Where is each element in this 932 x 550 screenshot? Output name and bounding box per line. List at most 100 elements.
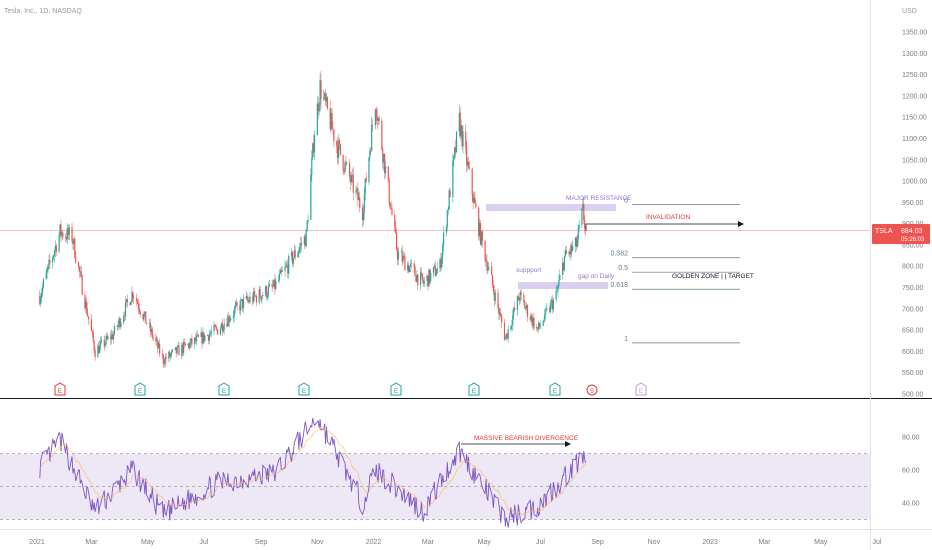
rsi-axis[interactable]: 80.00 60.00 40.00 xyxy=(902,435,920,508)
candle-body xyxy=(332,128,334,131)
earnings-marker[interactable] xyxy=(635,382,647,396)
candle-body xyxy=(159,343,161,354)
earnings-marker[interactable] xyxy=(298,382,310,396)
candle-body xyxy=(299,246,301,251)
candle-body xyxy=(183,341,185,354)
candle-body xyxy=(120,322,122,327)
time-axis[interactable]: 2021 Mar May Jul Sep Nov 2022 Mar May Jul Sep Nov 20… xyxy=(29,539,882,546)
fib-retracement[interactable]: 0 0.382 0.5 0.618 1 xyxy=(610,197,740,344)
golden-zone[interactable] xyxy=(518,282,608,289)
price-axis[interactable]: 1350.00 1300.00 1250.00 1200.00 1150.00 1100.… xyxy=(902,30,927,399)
earnings-marker[interactable] xyxy=(549,382,561,396)
candle-body xyxy=(417,274,419,286)
split-marker[interactable] xyxy=(586,384,598,396)
candle-body xyxy=(74,238,76,258)
candle-body xyxy=(123,315,126,317)
candle-body xyxy=(53,250,56,256)
time-tick-label: Sep xyxy=(591,539,604,546)
candle-body xyxy=(384,154,386,174)
earnings-marker[interactable] xyxy=(390,382,402,396)
candle-body xyxy=(556,290,558,292)
price-tick-label: 650.00 xyxy=(902,328,924,335)
candle-body xyxy=(317,103,319,112)
candle-body xyxy=(426,275,428,281)
candle-body xyxy=(313,135,316,153)
candle-body xyxy=(229,320,231,323)
candle-body xyxy=(370,150,372,152)
candle-body xyxy=(235,302,237,306)
candle-body xyxy=(125,299,128,302)
candle-body xyxy=(583,203,585,221)
candle-body xyxy=(475,203,477,208)
candle-body xyxy=(420,272,423,274)
candle-body xyxy=(110,336,112,340)
candle-body xyxy=(230,318,232,321)
candle-body xyxy=(343,170,345,172)
candle-body xyxy=(345,162,347,164)
candle-body xyxy=(68,227,70,235)
candle-body xyxy=(546,308,548,310)
time-tick-label: 2022 xyxy=(366,539,382,546)
candle-body xyxy=(422,280,424,284)
candle-body xyxy=(41,292,43,298)
candle-body xyxy=(45,272,47,280)
earnings-marker[interactable] xyxy=(468,382,480,396)
candle-body xyxy=(488,266,490,269)
time-tick-label: 2021 xyxy=(29,539,45,546)
candle-body xyxy=(143,314,145,320)
price-tick-label: 550.00 xyxy=(902,370,924,377)
candle-body xyxy=(242,298,245,309)
candles xyxy=(39,70,587,369)
candle-body xyxy=(188,343,190,348)
candle-body xyxy=(137,303,140,309)
candle-body xyxy=(47,264,49,270)
candle-body xyxy=(48,259,50,265)
fib-level-label: 0.382 xyxy=(610,251,628,258)
candle-body xyxy=(324,93,326,97)
candle-body xyxy=(497,292,499,308)
candle-body xyxy=(331,113,333,129)
candle-body xyxy=(362,212,365,221)
earnings-marker[interactable] xyxy=(218,382,230,396)
candle-body xyxy=(439,259,441,268)
candle-body xyxy=(538,322,541,327)
candle-body xyxy=(99,344,101,354)
candle-body xyxy=(484,240,486,261)
candle-body xyxy=(60,224,62,236)
candle-body xyxy=(514,307,516,311)
candle-body xyxy=(202,332,204,344)
candle-body xyxy=(357,188,359,201)
candle-body xyxy=(407,264,410,273)
candle-body xyxy=(523,294,525,303)
candle-body xyxy=(574,237,577,247)
candle-body xyxy=(569,251,571,255)
candle-body xyxy=(462,131,464,147)
candle-body xyxy=(550,300,553,303)
candle-body xyxy=(255,295,258,303)
event-marker-glyph: E xyxy=(639,388,644,395)
candle-body xyxy=(432,267,435,273)
candle-body xyxy=(423,280,425,284)
candle-body xyxy=(112,334,115,340)
earnings-marker[interactable] xyxy=(54,382,66,396)
candle-body xyxy=(532,317,534,326)
candle-body xyxy=(113,326,116,335)
candle-body xyxy=(272,286,274,288)
major-resistance-zone[interactable] xyxy=(486,204,616,211)
candle-body xyxy=(81,275,83,295)
candle-body xyxy=(104,343,106,347)
price-tick-label: 1100.00 xyxy=(902,136,927,143)
candle-body xyxy=(584,220,586,229)
candle-body xyxy=(304,236,306,247)
candle-body xyxy=(430,272,432,282)
candle-body xyxy=(189,342,191,348)
earnings-marker[interactable] xyxy=(134,382,146,396)
candle-body xyxy=(350,174,353,183)
candle-body xyxy=(545,309,547,310)
candle-body xyxy=(415,275,417,282)
candle-body xyxy=(170,354,172,357)
candle-body xyxy=(87,313,89,317)
invalidation-arrow[interactable] xyxy=(585,223,740,231)
